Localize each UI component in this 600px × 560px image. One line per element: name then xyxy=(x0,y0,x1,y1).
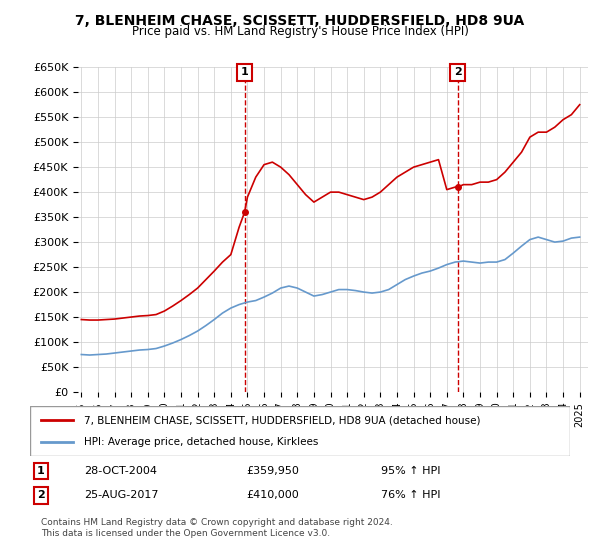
Text: £359,950: £359,950 xyxy=(246,466,299,476)
Text: 2: 2 xyxy=(37,491,44,501)
Text: 1: 1 xyxy=(241,67,248,77)
Text: HPI: Average price, detached house, Kirklees: HPI: Average price, detached house, Kirk… xyxy=(84,437,319,447)
Text: 7, BLENHEIM CHASE, SCISSETT, HUDDERSFIELD, HD8 9UA: 7, BLENHEIM CHASE, SCISSETT, HUDDERSFIEL… xyxy=(76,14,524,28)
Text: Price paid vs. HM Land Registry's House Price Index (HPI): Price paid vs. HM Land Registry's House … xyxy=(131,25,469,38)
Text: £410,000: £410,000 xyxy=(246,491,299,501)
Text: 28-OCT-2004: 28-OCT-2004 xyxy=(84,466,157,476)
Text: Contains HM Land Registry data © Crown copyright and database right 2024.
This d: Contains HM Land Registry data © Crown c… xyxy=(41,518,392,538)
Text: 1: 1 xyxy=(37,466,44,476)
Text: 76% ↑ HPI: 76% ↑ HPI xyxy=(381,491,440,501)
Text: 25-AUG-2017: 25-AUG-2017 xyxy=(84,491,158,501)
Text: 7, BLENHEIM CHASE, SCISSETT, HUDDERSFIELD, HD8 9UA (detached house): 7, BLENHEIM CHASE, SCISSETT, HUDDERSFIEL… xyxy=(84,415,481,425)
FancyBboxPatch shape xyxy=(30,406,570,456)
Text: 2: 2 xyxy=(454,67,461,77)
Text: 95% ↑ HPI: 95% ↑ HPI xyxy=(381,466,440,476)
